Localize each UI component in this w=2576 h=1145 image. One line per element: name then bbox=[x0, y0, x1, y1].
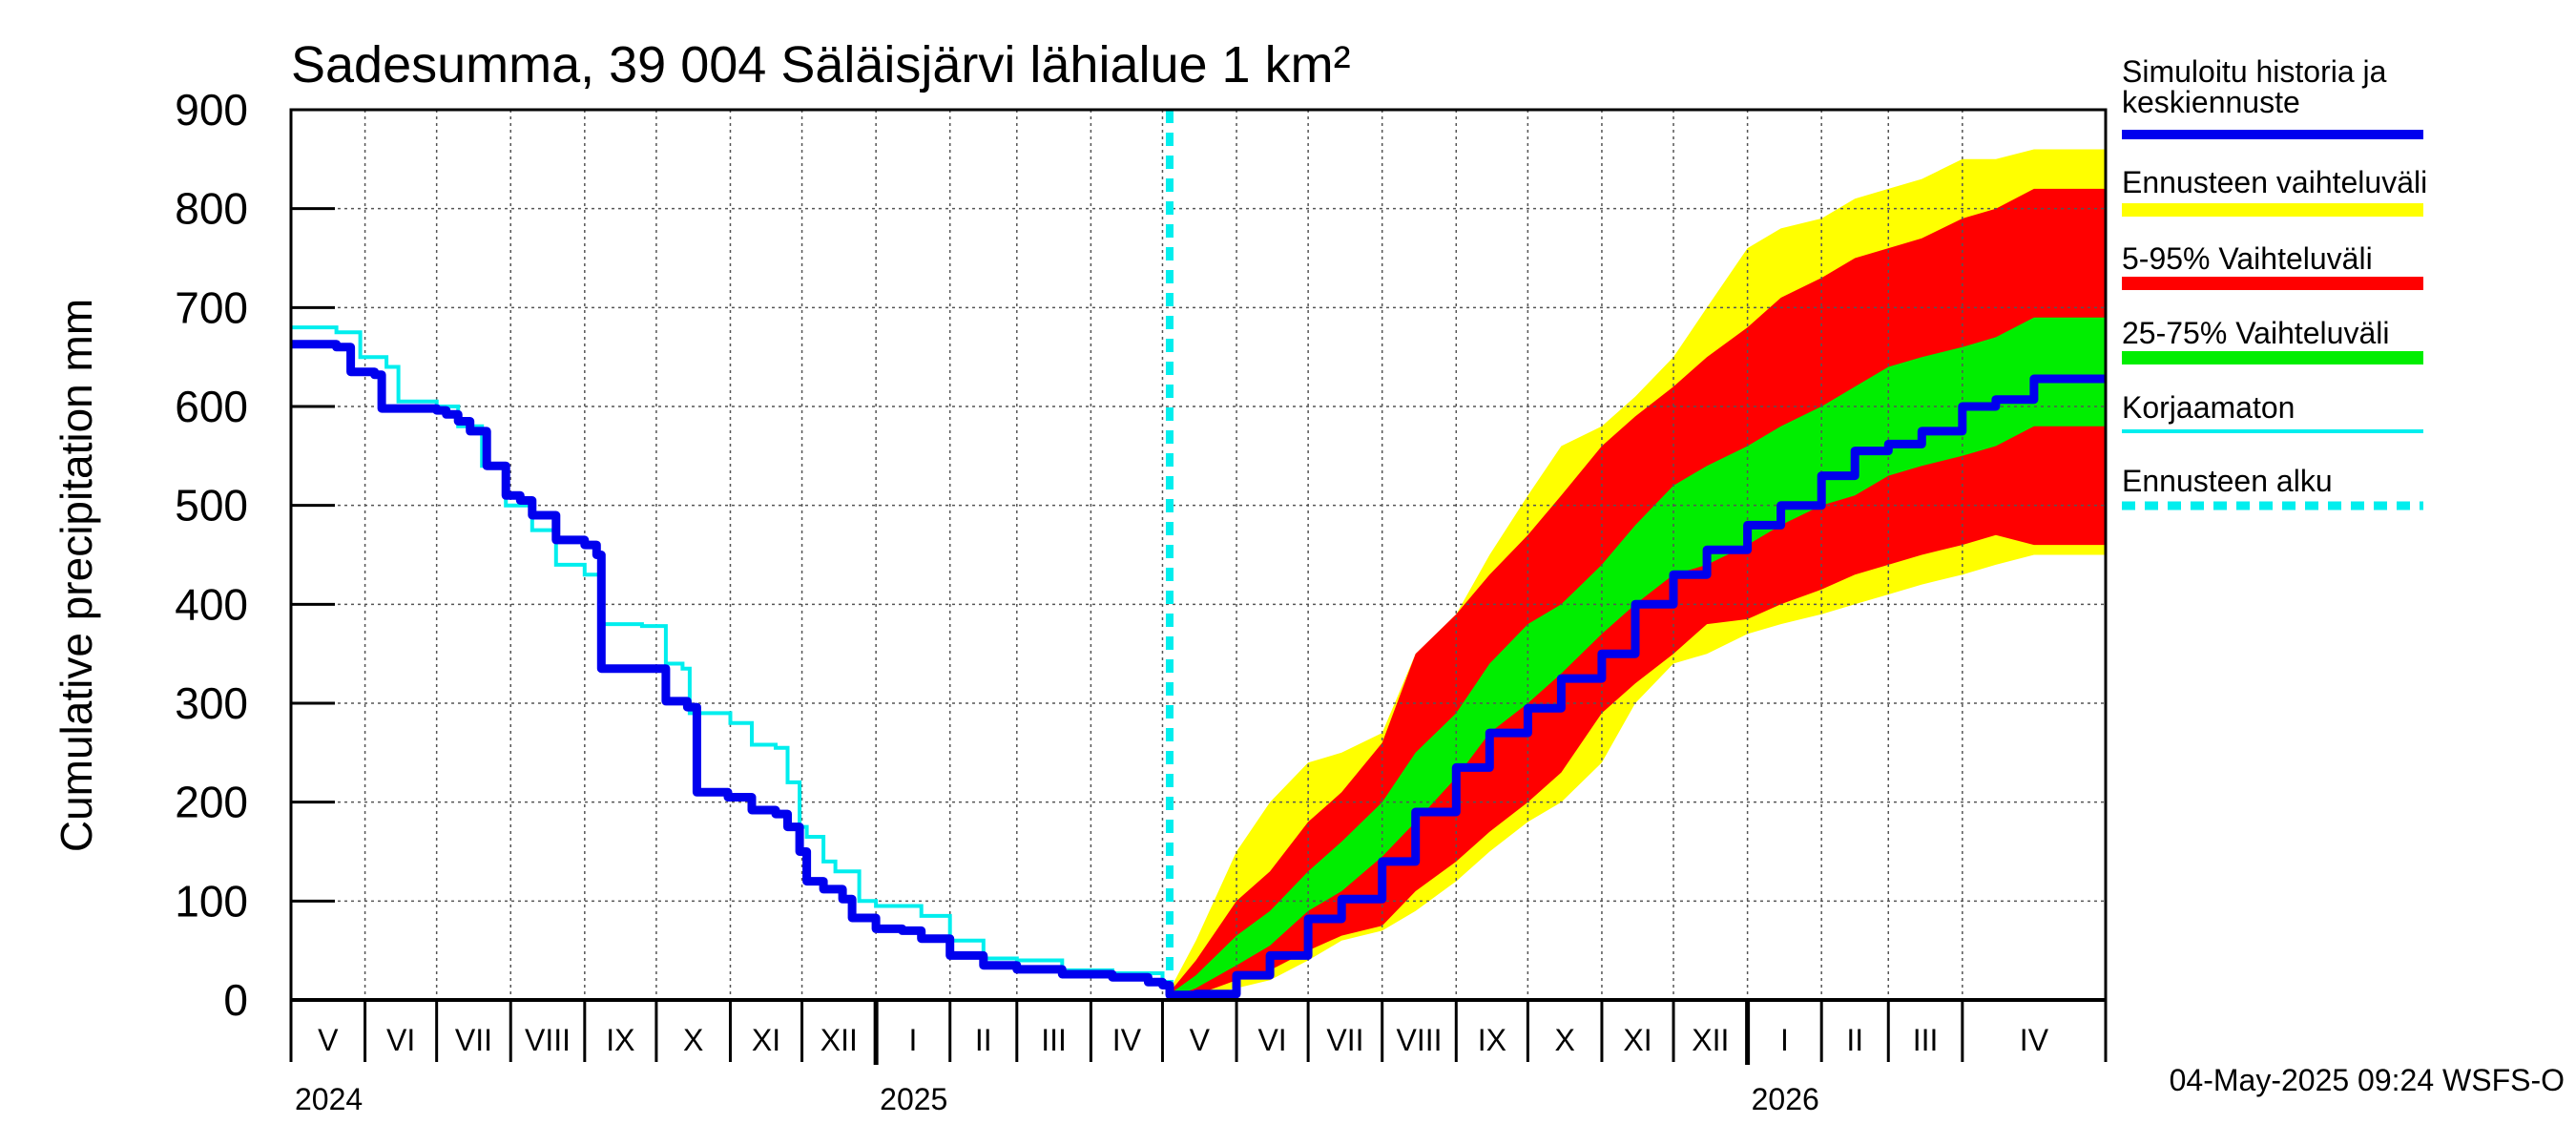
month-label: XI bbox=[752, 1023, 780, 1057]
month-label: II bbox=[1846, 1023, 1863, 1057]
legend-label: 25-75% Vaihteluväli bbox=[2122, 316, 2389, 350]
month-label: VI bbox=[1257, 1023, 1286, 1057]
month-label: II bbox=[975, 1023, 992, 1057]
year-label: 2025 bbox=[880, 1082, 947, 1116]
y-tick-label: 400 bbox=[175, 579, 248, 629]
month-label: VI bbox=[386, 1023, 415, 1057]
month-label: XII bbox=[821, 1023, 858, 1057]
legend-label: keskiennuste bbox=[2122, 85, 2300, 119]
year-label: 2024 bbox=[295, 1082, 363, 1116]
p25-75-band bbox=[1170, 317, 2106, 998]
y-axis-label: Cumulative precipitation mm bbox=[52, 299, 101, 852]
month-label: XI bbox=[1623, 1023, 1652, 1057]
forecast-bands bbox=[1170, 149, 2106, 1000]
y-tick-label: 700 bbox=[175, 282, 248, 332]
month-label: X bbox=[683, 1023, 703, 1057]
y-tick-label: 200 bbox=[175, 778, 248, 827]
y-tick-label: 500 bbox=[175, 481, 248, 531]
y-tick-label: 600 bbox=[175, 382, 248, 431]
month-label: III bbox=[1041, 1023, 1067, 1057]
month-label: VII bbox=[455, 1023, 492, 1057]
year-label: 2026 bbox=[1752, 1082, 1819, 1116]
history-mean-line bbox=[291, 340, 2106, 1000]
month-label: IX bbox=[1478, 1023, 1506, 1057]
month-label: VII bbox=[1326, 1023, 1363, 1057]
month-label: X bbox=[1554, 1023, 1574, 1057]
legend-label: Ennusteen alku bbox=[2122, 464, 2333, 498]
month-label: V bbox=[1190, 1023, 1211, 1057]
y-tick-label: 100 bbox=[175, 876, 248, 926]
y-tick-label: 900 bbox=[175, 85, 248, 135]
month-label: IV bbox=[1112, 1023, 1142, 1057]
y-tick-label: 300 bbox=[175, 678, 248, 728]
footer-timestamp: 04-May-2025 09:24 WSFS-O bbox=[2170, 1063, 2565, 1097]
legend-label: 5-95% Vaihteluväli bbox=[2122, 241, 2373, 276]
legend-label: Ennusteen vaihteluväli bbox=[2122, 165, 2427, 199]
series-lines bbox=[291, 110, 2106, 1000]
month-label: VIII bbox=[525, 1023, 571, 1057]
month-label: XII bbox=[1692, 1023, 1729, 1057]
y-tick-label: 800 bbox=[175, 184, 248, 234]
month-label: III bbox=[1913, 1023, 1939, 1057]
month-label: IX bbox=[606, 1023, 634, 1057]
month-label: IV bbox=[2020, 1023, 2049, 1057]
grid-lines bbox=[291, 109, 2106, 1000]
month-label: V bbox=[318, 1023, 339, 1057]
y-tick-label: 0 bbox=[223, 975, 248, 1025]
month-label: I bbox=[1780, 1023, 1789, 1057]
chart-title: Sadesumma, 39 004 Säläisjärvi lähialue 1… bbox=[291, 36, 1351, 94]
month-label: I bbox=[908, 1023, 917, 1057]
legend-label: Simuloitu historia ja bbox=[2122, 54, 2387, 89]
legend-label: Korjaamaton bbox=[2122, 390, 2295, 425]
month-label: VIII bbox=[1396, 1023, 1442, 1057]
